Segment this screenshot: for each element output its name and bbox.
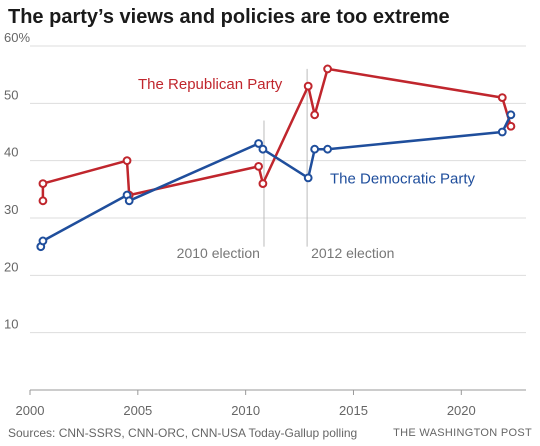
republican-label: The Republican Party bbox=[138, 76, 283, 93]
y-tick-label: 10 bbox=[4, 317, 18, 332]
democratic-point bbox=[38, 236, 48, 246]
chart-title: The party’s views and policies are too e… bbox=[8, 6, 450, 28]
democratic-point bbox=[506, 110, 516, 120]
democratic-point bbox=[124, 196, 134, 206]
election-label: 2010 election bbox=[177, 245, 260, 261]
democratic-point bbox=[310, 144, 320, 154]
x-tick-label: 2010 bbox=[231, 403, 260, 418]
y-tick-label: 50 bbox=[4, 87, 18, 102]
republican-point bbox=[258, 179, 268, 189]
democratic-point bbox=[497, 127, 507, 137]
republican-point bbox=[303, 81, 313, 91]
publisher-credit: THE WASHINGTON POST bbox=[393, 427, 532, 439]
x-tick-label: 2000 bbox=[16, 403, 45, 418]
election-label: 2012 election bbox=[311, 245, 394, 261]
y-tick-label: 60% bbox=[4, 30, 30, 45]
x-tick-label: 2015 bbox=[339, 403, 368, 418]
x-tick-label: 2020 bbox=[447, 403, 476, 418]
democratic-point bbox=[254, 139, 263, 148]
y-tick-label: 40 bbox=[4, 145, 18, 160]
republican-point bbox=[506, 121, 516, 131]
x-tick-label: 2005 bbox=[123, 403, 152, 418]
democratic-point bbox=[303, 173, 313, 183]
republican-point bbox=[323, 64, 333, 74]
y-tick-label: 20 bbox=[4, 259, 18, 274]
republican-point bbox=[497, 93, 507, 102]
y-tick-label: 30 bbox=[4, 202, 18, 217]
republican-point bbox=[254, 162, 263, 171]
democratic-point bbox=[323, 144, 333, 154]
republican-point bbox=[38, 179, 48, 189]
republican-point bbox=[122, 156, 132, 166]
republican-point bbox=[38, 196, 48, 206]
republican-point bbox=[310, 110, 320, 120]
democratic-label: The Democratic Party bbox=[330, 171, 476, 188]
source-note: Sources: CNN-SSRS, CNN-ORC, CNN-USA Toda… bbox=[8, 426, 358, 440]
democratic-point bbox=[258, 144, 268, 154]
